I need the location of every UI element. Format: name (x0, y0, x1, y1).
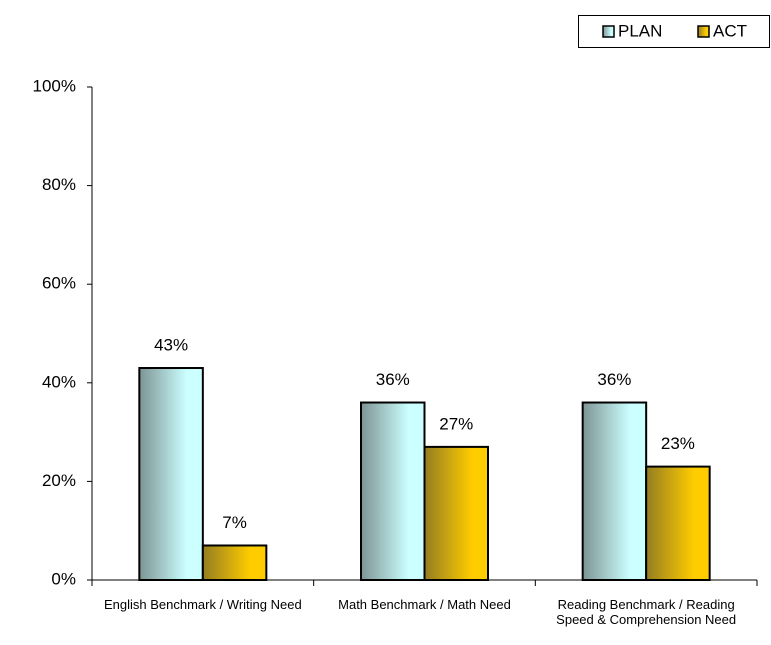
legend-label: ACT (713, 21, 747, 40)
y-tick-label: 60% (42, 274, 76, 293)
bar (138, 367, 204, 582)
y-tick-label: 0% (51, 569, 76, 588)
y-tick-label: 80% (42, 175, 76, 194)
y-tick-label: 100% (33, 76, 76, 95)
bar (360, 401, 426, 581)
data-label: 23% (661, 434, 695, 453)
bar (645, 465, 711, 581)
legend-swatch (697, 25, 710, 38)
y-tick-label: 20% (42, 471, 76, 490)
x-tick-label: Reading Benchmark / Reading Speed & Comp… (556, 597, 737, 627)
legend-label: PLAN (618, 21, 662, 40)
y-tick-label: 40% (42, 372, 76, 391)
bar (581, 401, 648, 581)
x-tick-label: English Benchmark / Writing Need (103, 597, 302, 612)
x-tick-label: Math Benchmark / Math Need (338, 597, 511, 612)
data-label: 27% (439, 414, 473, 433)
bar (423, 445, 489, 582)
data-label: 7% (222, 513, 247, 532)
bar (201, 544, 268, 581)
data-label: 43% (154, 335, 188, 354)
data-label: 36% (597, 370, 631, 389)
data-label: 36% (376, 370, 410, 389)
legend-swatch (602, 25, 615, 38)
